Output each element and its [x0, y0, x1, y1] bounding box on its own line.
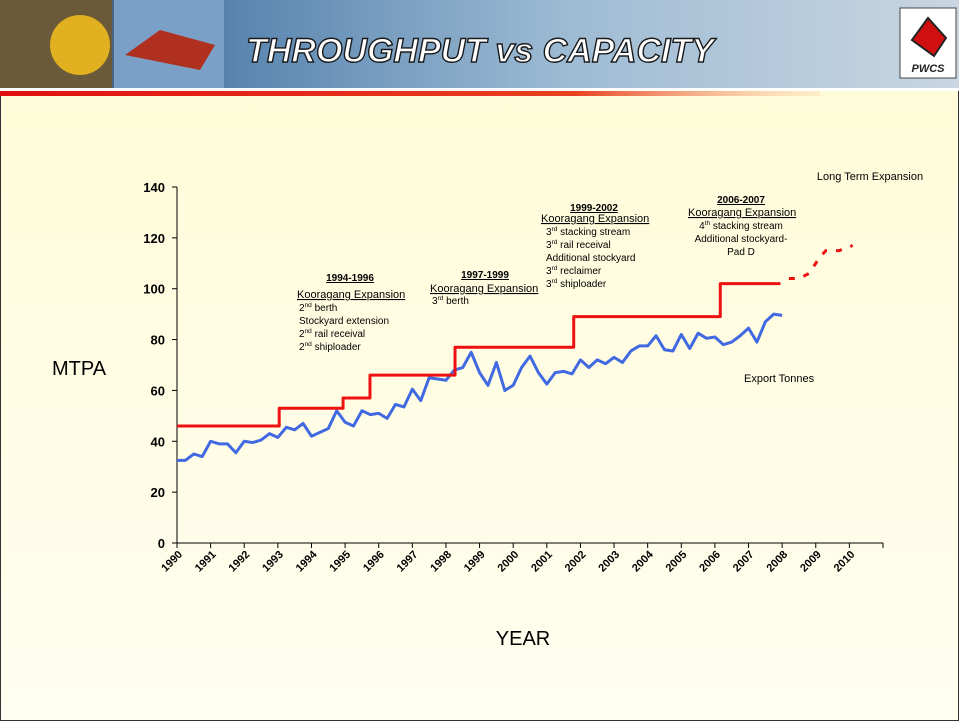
annotation-subtitle: Kooragang Expansion: [297, 289, 405, 301]
banner-photo-wheel: [50, 15, 110, 75]
annotation-subtitle: Kooragang Expansion: [430, 283, 538, 295]
slide-title: THROUGHPUT vs CAPACITY: [246, 32, 717, 70]
annotation-line: 4th stacking stream: [699, 220, 783, 232]
y-tick-label: 140: [143, 180, 165, 195]
annotation-line: 3rd stacking stream: [546, 226, 630, 238]
y-tick-label: 40: [151, 434, 165, 449]
annotation-title: 1994-1996: [326, 273, 374, 284]
banner-red-line: [0, 91, 820, 96]
logo-text: PWCS: [912, 63, 946, 75]
y-tick-label: 0: [158, 536, 165, 551]
annotation-line: Additional stockyard-: [695, 234, 788, 245]
series-label: Export Tonnes: [744, 373, 815, 385]
y-tick-label: 60: [151, 383, 165, 398]
y-tick-label: 80: [151, 333, 165, 348]
annotation-title: 2006-2007: [717, 195, 765, 206]
y-tick-label: 20: [151, 485, 165, 500]
y-tick-label: 120: [143, 231, 165, 246]
annotation-subtitle: Kooragang Expansion: [541, 213, 649, 225]
banner-divider: [0, 88, 959, 91]
annotation-title: 1997-1999: [461, 270, 509, 281]
background: [0, 0, 959, 721]
annotation-line: Pad D: [727, 247, 755, 258]
y-axis-label: MTPA: [52, 358, 107, 380]
x-axis-label: YEAR: [496, 628, 550, 650]
annotation-title: Long Term Expansion: [817, 171, 923, 183]
slide: THROUGHPUT vs CAPACITY PWCS 0 20 40 60 80 100…: [0, 0, 959, 721]
y-tick-label: 100: [143, 282, 165, 297]
annotation-line: 3rd berth: [432, 295, 469, 307]
annotation-line: Additional stockyard: [546, 253, 636, 264]
annotation-subtitle: Kooragang Expansion: [688, 207, 796, 219]
annotation-line: Stockyard extension: [299, 316, 389, 327]
